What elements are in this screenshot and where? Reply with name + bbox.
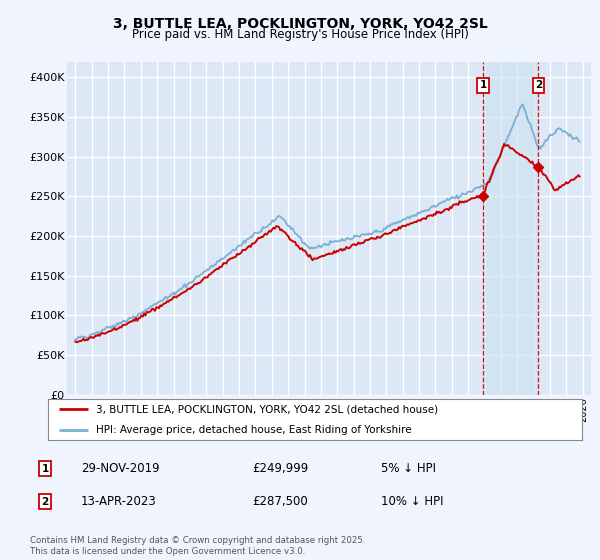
Text: 1: 1 — [41, 464, 49, 474]
Text: £287,500: £287,500 — [252, 495, 308, 508]
Text: 3, BUTTLE LEA, POCKLINGTON, YORK, YO42 2SL: 3, BUTTLE LEA, POCKLINGTON, YORK, YO42 2… — [113, 17, 487, 31]
Text: 13-APR-2023: 13-APR-2023 — [81, 495, 157, 508]
Text: Price paid vs. HM Land Registry's House Price Index (HPI): Price paid vs. HM Land Registry's House … — [131, 28, 469, 41]
Text: 3, BUTTLE LEA, POCKLINGTON, YORK, YO42 2SL (detached house): 3, BUTTLE LEA, POCKLINGTON, YORK, YO42 2… — [96, 404, 438, 414]
Text: HPI: Average price, detached house, East Riding of Yorkshire: HPI: Average price, detached house, East… — [96, 424, 412, 435]
Text: 2: 2 — [535, 81, 542, 90]
Text: 2: 2 — [41, 497, 49, 507]
Text: 10% ↓ HPI: 10% ↓ HPI — [381, 495, 443, 508]
Text: Contains HM Land Registry data © Crown copyright and database right 2025.
This d: Contains HM Land Registry data © Crown c… — [30, 536, 365, 556]
Text: 5% ↓ HPI: 5% ↓ HPI — [381, 462, 436, 475]
Text: 29-NOV-2019: 29-NOV-2019 — [81, 462, 160, 475]
Text: 1: 1 — [479, 81, 487, 90]
Text: £249,999: £249,999 — [252, 462, 308, 475]
Bar — [483, 62, 538, 395]
